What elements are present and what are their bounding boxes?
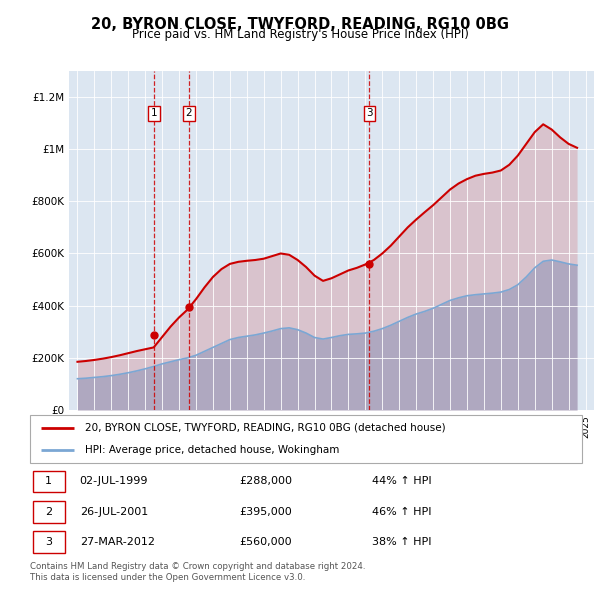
Text: 3: 3	[45, 537, 52, 548]
Text: 26-JUL-2001: 26-JUL-2001	[80, 507, 148, 517]
Text: 2: 2	[45, 507, 52, 517]
Text: 02-JUL-1999: 02-JUL-1999	[80, 476, 148, 486]
Text: Contains HM Land Registry data © Crown copyright and database right 2024.
This d: Contains HM Land Registry data © Crown c…	[30, 562, 365, 582]
Text: £395,000: £395,000	[240, 507, 293, 517]
Text: 44% ↑ HPI: 44% ↑ HPI	[372, 476, 432, 486]
Text: 38% ↑ HPI: 38% ↑ HPI	[372, 537, 432, 548]
Text: 20, BYRON CLOSE, TWYFORD, READING, RG10 0BG: 20, BYRON CLOSE, TWYFORD, READING, RG10 …	[91, 17, 509, 31]
Text: 1: 1	[151, 108, 157, 118]
Text: 3: 3	[366, 108, 373, 118]
Text: HPI: Average price, detached house, Wokingham: HPI: Average price, detached house, Woki…	[85, 445, 340, 455]
Text: 2: 2	[185, 108, 192, 118]
Text: 1: 1	[45, 476, 52, 486]
Text: Price paid vs. HM Land Registry's House Price Index (HPI): Price paid vs. HM Land Registry's House …	[131, 28, 469, 41]
Text: £560,000: £560,000	[240, 537, 292, 548]
Text: 46% ↑ HPI: 46% ↑ HPI	[372, 507, 432, 517]
Text: 27-MAR-2012: 27-MAR-2012	[80, 537, 155, 548]
Text: 20, BYRON CLOSE, TWYFORD, READING, RG10 0BG (detached house): 20, BYRON CLOSE, TWYFORD, READING, RG10 …	[85, 423, 446, 433]
Text: £288,000: £288,000	[240, 476, 293, 486]
FancyBboxPatch shape	[33, 501, 65, 523]
FancyBboxPatch shape	[33, 532, 65, 553]
FancyBboxPatch shape	[30, 415, 582, 463]
FancyBboxPatch shape	[33, 470, 65, 492]
